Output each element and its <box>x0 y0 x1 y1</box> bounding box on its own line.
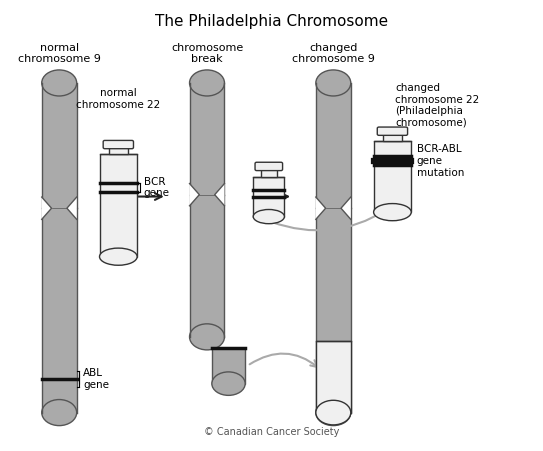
Ellipse shape <box>190 70 224 96</box>
FancyBboxPatch shape <box>377 127 408 135</box>
Bar <box>374 141 411 212</box>
Bar <box>42 208 77 413</box>
Ellipse shape <box>374 203 411 221</box>
Ellipse shape <box>316 400 351 425</box>
Text: changed
chromosome 9: changed chromosome 9 <box>292 43 375 64</box>
Bar <box>253 176 285 216</box>
Ellipse shape <box>42 400 77 426</box>
Ellipse shape <box>212 372 245 396</box>
Ellipse shape <box>316 70 351 96</box>
Text: © Canadian Cancer Society: © Canadian Cancer Society <box>204 427 339 437</box>
Bar <box>261 169 277 176</box>
Polygon shape <box>190 184 199 206</box>
Bar <box>383 134 402 141</box>
Bar <box>190 195 224 337</box>
Text: changed
chromosome 22
(Philadelphia
chromosome): changed chromosome 22 (Philadelphia chro… <box>395 83 479 128</box>
Polygon shape <box>214 184 224 206</box>
Bar <box>99 154 137 257</box>
Text: ABL
gene: ABL gene <box>83 368 109 390</box>
Ellipse shape <box>253 209 285 224</box>
Bar <box>190 83 224 195</box>
Bar <box>316 341 351 413</box>
Ellipse shape <box>316 400 351 426</box>
Text: normal
chromosome 9: normal chromosome 9 <box>18 43 100 64</box>
Polygon shape <box>42 197 52 219</box>
Bar <box>316 83 351 208</box>
Bar <box>316 208 351 413</box>
FancyBboxPatch shape <box>255 162 282 170</box>
Ellipse shape <box>99 248 137 265</box>
Bar <box>42 83 77 208</box>
Text: chromosome
break: chromosome break <box>171 43 243 64</box>
Bar <box>212 348 245 384</box>
Text: BCR-ABL
gene
mutation: BCR-ABL gene mutation <box>416 144 464 178</box>
Ellipse shape <box>42 70 77 96</box>
Polygon shape <box>316 197 326 219</box>
Polygon shape <box>341 197 351 219</box>
Text: BCR
gene: BCR gene <box>143 177 169 198</box>
Text: normal
chromosome 22: normal chromosome 22 <box>76 88 160 110</box>
Ellipse shape <box>190 324 224 350</box>
FancyBboxPatch shape <box>103 140 134 149</box>
Polygon shape <box>67 197 77 219</box>
Text: The Philadelphia Chromosome: The Philadelphia Chromosome <box>155 14 388 29</box>
Bar <box>109 147 128 154</box>
